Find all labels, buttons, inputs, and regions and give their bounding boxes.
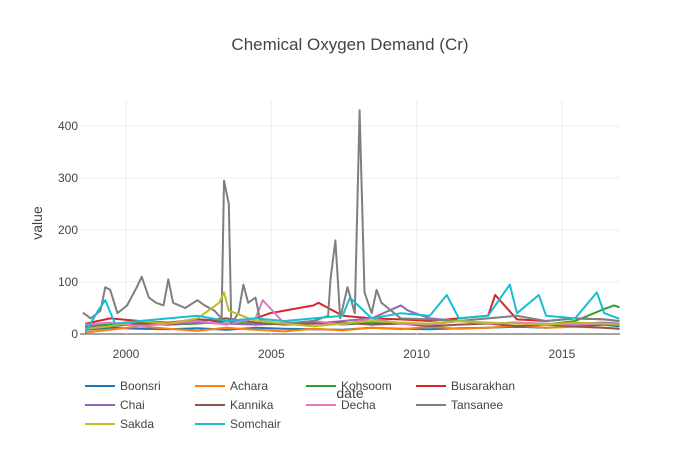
legend-label: Achara	[230, 379, 268, 393]
x-tick-label: 2005	[258, 347, 285, 361]
series-line-somchair	[85, 283, 620, 333]
series-lines	[82, 109, 620, 334]
y-tick-label: 400	[58, 119, 78, 133]
legend-label: Decha	[341, 398, 376, 412]
grid	[80, 100, 620, 335]
legend-label: Boonsri	[120, 379, 161, 393]
y-tick-label: 300	[58, 171, 78, 185]
y-tick-label: 200	[58, 223, 78, 237]
legend-label: Somchair	[230, 417, 281, 431]
x-tick-label: 2010	[403, 347, 430, 361]
chart-title: Chemical Oxygen Demand (Cr)	[231, 35, 468, 54]
y-tick-label: 0	[71, 327, 78, 341]
legend-label: Busarakhan	[451, 379, 515, 393]
legend-label: Chai	[120, 398, 145, 412]
x-axis-title: date	[336, 385, 363, 401]
x-tick-label: 2000	[113, 347, 140, 361]
legend-label: Tansanee	[451, 398, 503, 412]
x-tick-label: 2015	[549, 347, 576, 361]
series-line-tansanee	[82, 109, 620, 325]
y-axis-title: value	[29, 206, 45, 240]
series-line-achara	[85, 324, 620, 334]
legend-label: Kannika	[230, 398, 274, 412]
axes: 0 100 200 300 400 2000 2005 2010 2015	[58, 119, 576, 361]
legend-label: Sakda	[120, 417, 154, 431]
series-line-sakda	[85, 291, 620, 330]
legend-label: Kohsoom	[341, 379, 392, 393]
legend: Boonsri Achara Kohsoom Busarakhan Chai Kannik…	[85, 379, 515, 431]
y-tick-label: 100	[58, 275, 78, 289]
